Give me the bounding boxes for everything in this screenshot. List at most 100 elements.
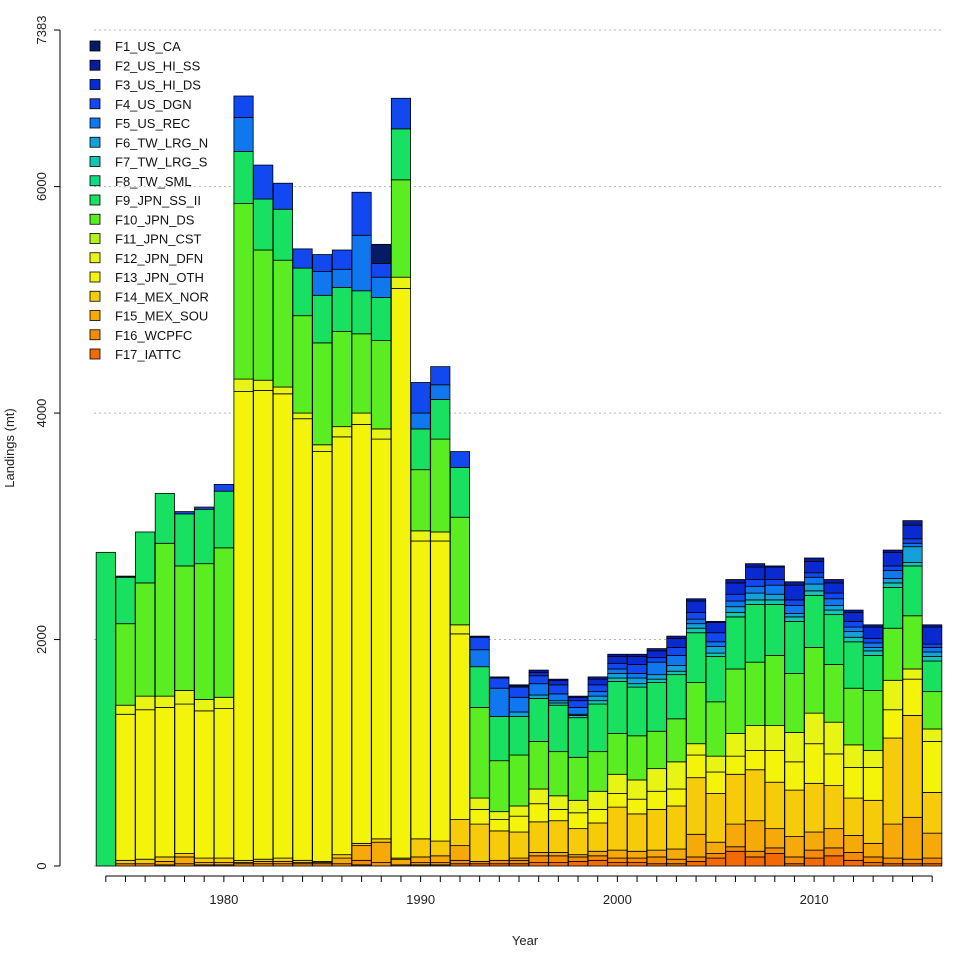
bar-segment	[823, 785, 844, 830]
bar-segment	[607, 862, 628, 867]
bar-segment	[607, 793, 628, 808]
bar-segment	[567, 756, 589, 801]
bar-segment	[725, 846, 746, 852]
bar-segment	[430, 855, 451, 864]
bar-segment	[686, 833, 707, 858]
bar-segment	[469, 808, 490, 825]
bar-segment	[607, 806, 628, 851]
bar-segment	[666, 858, 687, 865]
bar-segment	[272, 857, 293, 862]
bar-segment	[213, 484, 234, 492]
bar-segment	[922, 651, 943, 657]
bar-segment	[882, 679, 903, 711]
bar-segment	[508, 859, 530, 865]
bar-segment	[686, 856, 707, 862]
bar-segment	[725, 611, 746, 618]
legend-swatch	[89, 98, 101, 110]
bar-segment	[902, 816, 923, 860]
bar-segment	[666, 665, 687, 672]
legend-swatch	[89, 59, 101, 71]
bar-segment	[843, 631, 864, 638]
bar-segment	[449, 819, 471, 847]
bar-segment	[902, 565, 923, 617]
bar-segment	[567, 861, 589, 867]
legend-swatch	[89, 136, 101, 148]
bar-segment	[548, 751, 569, 797]
bar-segment	[902, 546, 923, 563]
bar-segment	[784, 761, 805, 791]
bar-segment	[764, 781, 785, 830]
bar-segment	[587, 822, 608, 852]
bar-segment	[843, 859, 864, 867]
bar-segment	[410, 530, 431, 542]
bar-segment	[902, 615, 923, 670]
bar-segment	[764, 579, 785, 586]
bar-segment	[902, 524, 923, 540]
legend-swatch	[89, 290, 101, 302]
bar-segment	[686, 682, 707, 745]
bar-segment	[312, 271, 333, 296]
legend-label: F15_MEX_SOU	[115, 309, 208, 324]
bar-segment	[705, 701, 726, 757]
bar-segment	[607, 656, 628, 664]
bar-segment	[567, 696, 589, 702]
bar-segment	[784, 605, 805, 614]
bar-segment	[508, 686, 530, 698]
bar-segment	[508, 684, 530, 687]
bar-segment	[784, 621, 805, 674]
bar-segment	[253, 198, 274, 251]
bar-segment	[548, 693, 569, 702]
bar-segment	[194, 506, 215, 510]
bar-segment	[686, 754, 707, 779]
bar-segment	[371, 862, 392, 867]
bar-segment	[666, 654, 687, 666]
bar-segment	[331, 436, 352, 856]
bar-segment	[784, 731, 805, 763]
bar-segment	[194, 563, 215, 700]
bar-segment	[489, 760, 510, 813]
bar-segment	[627, 683, 648, 688]
legend-swatch	[89, 329, 101, 341]
legend-label: F13_JPN_OTH	[115, 270, 204, 285]
bar-segment	[489, 687, 510, 717]
bar-segment	[351, 859, 372, 866]
bar-segment	[528, 694, 549, 699]
bar-segment	[863, 842, 884, 858]
bar-segment	[213, 696, 234, 710]
bar-segment	[922, 728, 943, 742]
bar-segment	[686, 861, 707, 867]
bar-segment	[725, 668, 746, 734]
bar-segment	[410, 382, 431, 414]
bar-segment	[115, 576, 136, 625]
bar-segment	[922, 857, 943, 865]
bar-segment	[863, 690, 884, 751]
bar-segment	[902, 520, 923, 526]
bar-segment	[607, 857, 628, 864]
bar-segment	[823, 579, 844, 584]
bar-segment	[843, 835, 864, 853]
bar-segment	[548, 678, 569, 681]
bar-segment	[371, 438, 392, 840]
bar-segment	[508, 711, 530, 717]
bar-segment	[587, 695, 608, 702]
bar-segment	[331, 854, 352, 859]
bar-segment	[922, 626, 943, 645]
bar-segment	[351, 845, 372, 861]
bar-segment	[371, 340, 392, 430]
bar-segment	[823, 614, 844, 665]
bar-segment	[666, 635, 687, 639]
bar-segment	[174, 853, 195, 858]
bar-segment	[666, 670, 687, 676]
legend-label: F16_WCPFC	[115, 328, 192, 343]
bar-segment	[95, 551, 116, 867]
legend-swatch	[89, 175, 101, 187]
bar-segment	[863, 642, 884, 648]
bar-segment	[587, 678, 608, 686]
bar-segment	[528, 821, 549, 853]
bar-segment	[725, 733, 746, 757]
bar-segment	[745, 585, 766, 594]
bar-segment	[882, 857, 903, 865]
bar-segment	[587, 855, 608, 861]
bar-segment	[922, 656, 943, 662]
bar-segment	[430, 366, 451, 386]
